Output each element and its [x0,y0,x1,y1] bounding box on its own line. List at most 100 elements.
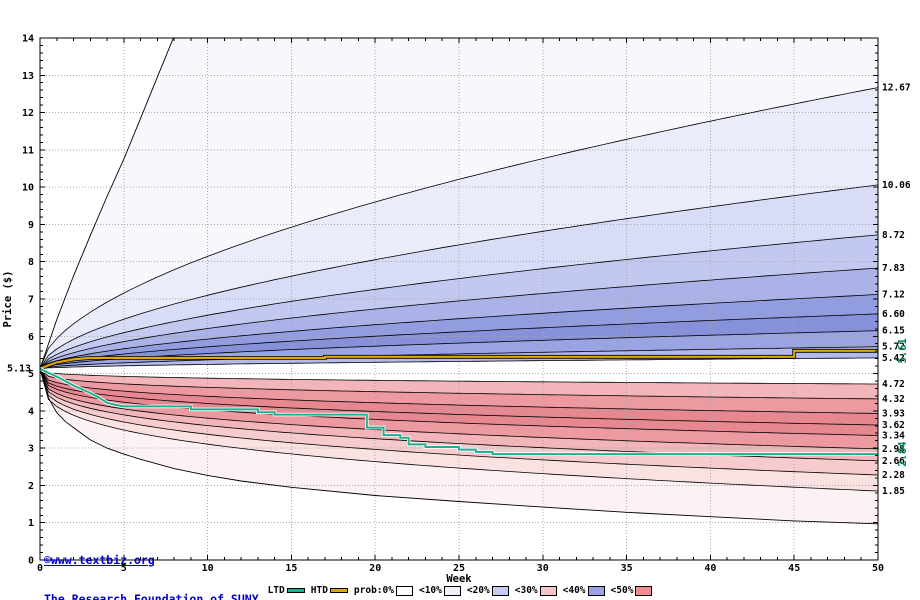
x-tick-label: 25 [453,563,465,574]
legend-item-ltd: LTD [268,585,305,596]
htd-current-label: 5.61 [897,338,909,363]
x-tick-label: 30 [537,563,549,574]
legend-label: prob:0% [353,585,394,596]
y-tick-label: 14 [22,34,34,45]
y-tick-label: 8 [28,257,34,268]
legend-swatch-line [329,588,348,593]
high-boundary-line [40,346,878,370]
y-axis-title: Price ($) [2,271,14,328]
price-level-label: 2.98 [882,444,905,455]
price-level-label: 12.67 [882,83,911,94]
y-tick-label: 12 [22,108,34,119]
watermark-link[interactable]: ©www.textbiz.org [44,553,155,567]
x-tick-label: 45 [788,563,800,574]
price-level-label: 3.34 [882,430,905,441]
axis-ticks [40,38,878,560]
prob-band [40,368,878,491]
legend-label: <40% [562,585,586,596]
low-envelope-line [40,368,878,525]
low-boundary-line [40,368,878,414]
htd-line [40,349,878,370]
x-tick-label: 35 [621,563,633,574]
price-level-label: 7.12 [882,290,905,301]
prob-band [40,368,878,425]
y-tick-label: 3 [28,444,34,455]
y-tick-label: 9 [28,220,34,231]
x-tick-label: 0 [37,563,43,574]
low-boundary-line [40,368,878,476]
price-level-label: 5.42 [882,353,905,364]
prob-band [40,38,878,369]
x-tick-label: 40 [704,563,716,574]
high-boundary-line [40,87,878,369]
y-tick-label: 6 [28,332,34,343]
y-tick-label: 2 [28,481,34,492]
legend-label: <50% [610,585,634,596]
legend-item-40: <40% [563,585,605,596]
high-boundary-line [40,313,878,370]
price-level-label: 6.60 [882,309,905,320]
price-level-label: 6.15 [882,326,905,337]
high-envelope-line [40,38,174,369]
price-level-label: 2.66 [882,456,905,467]
price-level-label: 2.28 [882,470,905,481]
legend-label: <30% [514,585,538,596]
y-tick-label: 13 [22,71,34,82]
start-price-label: 5.13 [7,364,31,375]
prob-band [40,330,878,369]
x-axis-title: Week [446,573,472,585]
prob-band [40,87,878,369]
y-tick-label: 11 [22,145,34,156]
legend-item-prob0: prob:0% [354,585,413,596]
legend-swatch-band [587,585,605,596]
watermark-org: The Research Foundation of SUNY [44,592,259,600]
legend-item-50: <50% [611,585,653,596]
low-boundary-line [40,368,878,492]
legend-item-20: <20% [467,585,509,596]
legend-swatch-band [635,585,653,596]
price-level-label: 4.72 [882,379,905,390]
y-tick-label: 1 [28,518,34,529]
legend-label: LTD [267,585,285,596]
low-boundary-line [40,368,878,450]
legend-swatch-band [491,585,509,596]
x-tick-label: 15 [285,563,297,574]
price-level-label: 3.93 [882,408,905,419]
price-level-label: 3.62 [882,420,905,431]
high-boundary-line [40,267,878,370]
watermark: ©www.textbiz.org The Research Foundation… [44,528,259,600]
price-level-label: 8.72 [882,230,905,241]
prob-band [40,368,878,524]
legend-label: <10% [418,585,442,596]
price-level-label: 1.85 [882,486,905,497]
y-tick-label: 5 [28,369,34,380]
legend-item-htd: HTD [311,585,348,596]
high-boundary-line [40,294,878,370]
x-tick-label: 20 [369,563,381,574]
low-boundary-line [40,368,878,385]
prob-band [40,368,878,461]
legend: LTD HTD prob:0% <10% <20% <30% <40% <50% [0,585,920,596]
high-boundary-line [40,234,878,369]
legend-item-10: <10% [419,585,461,596]
fan-boundaries [40,38,878,525]
legend-swatch-line [286,588,305,593]
prob-band [40,234,878,369]
legend-label: HTD [310,585,328,596]
ltd-current-label: 2.84 [897,441,909,466]
y-tick-label: 10 [22,183,34,194]
low-boundary-line [40,368,878,426]
high-boundary-line [40,357,878,370]
legend-swatch-band [395,585,413,596]
price-level-label: 10.06 [882,180,911,191]
x-tick-label: 50 [872,563,884,574]
legend-swatch-band [443,585,461,596]
y-tick-label: 0 [28,556,34,567]
ltd-line [40,367,878,456]
legend-label: <20% [466,585,490,596]
y-tick-label: 4 [28,406,34,417]
price-level-label: 7.83 [882,263,905,274]
high-boundary-line [40,330,878,370]
